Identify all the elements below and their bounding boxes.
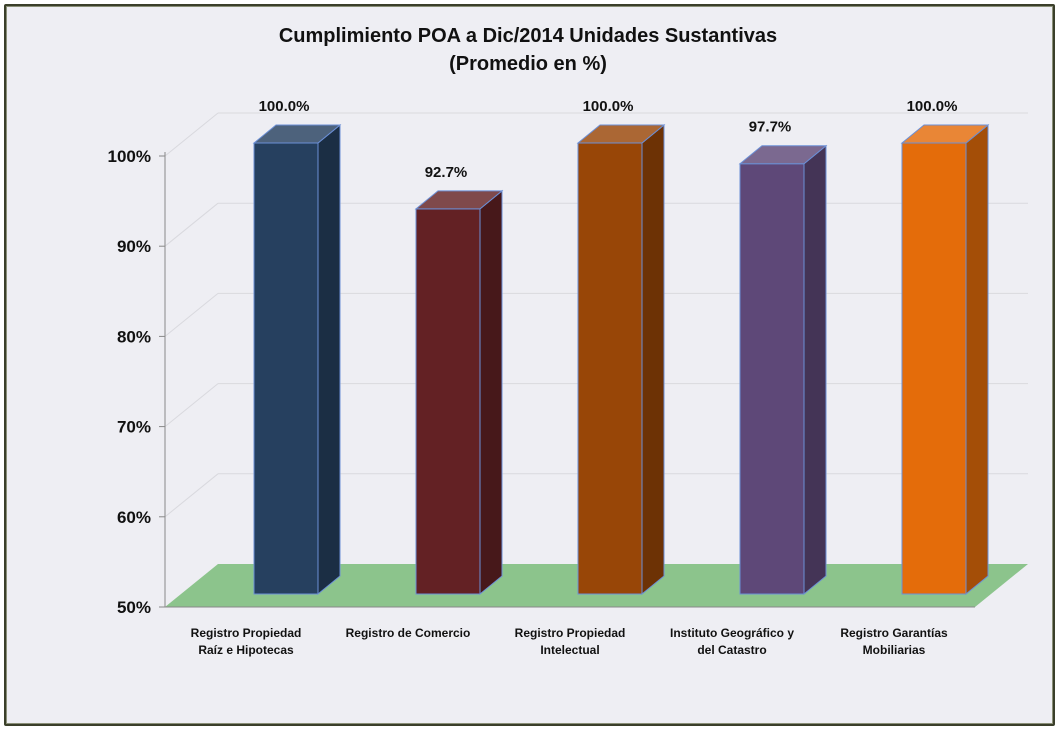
data-label: 100.0%: [583, 98, 634, 115]
y-tick-label: 90%: [117, 237, 151, 256]
bar-side: [965, 123, 989, 596]
gridline-depth: [164, 202, 219, 247]
y-tick-label: 100%: [108, 147, 151, 166]
y-tick-label: 80%: [117, 327, 151, 346]
y-tick-label: 70%: [117, 418, 151, 437]
bar: [414, 189, 504, 596]
y-tick-label: 50%: [117, 598, 151, 617]
bar: [900, 123, 990, 596]
bar-front: [739, 163, 805, 595]
bar-side: [641, 123, 665, 596]
bar-side: [317, 123, 341, 596]
x-tick-label: Intelectual: [540, 643, 599, 657]
data-label: 100.0%: [907, 98, 958, 115]
y-tick-label: 60%: [117, 508, 151, 527]
bar: [738, 144, 828, 596]
gridline-depth: [164, 473, 219, 518]
x-axis-labels: Registro Propiedad Raíz e Hipotecas Regist…: [191, 626, 948, 657]
bar-top: [576, 124, 666, 144]
chart-subtitle: (Promedio en %): [449, 53, 607, 75]
x-tick-label: Instituto Geográfico y: [670, 626, 794, 640]
bar-front: [577, 142, 643, 595]
bar-front: [415, 208, 481, 595]
bar-front: [901, 142, 967, 595]
bars: [252, 123, 990, 596]
bar: [252, 123, 342, 596]
bar-top: [900, 124, 990, 144]
chart-title: Cumplimiento POA a Dic/2014 Unidades Sus…: [279, 25, 777, 47]
bar-top: [414, 190, 504, 210]
bar-side: [479, 189, 503, 596]
x-tick-label: del Catastro: [697, 643, 766, 657]
gridline-depth: [164, 112, 219, 157]
gridline-depth: [164, 383, 219, 427]
bar-front: [253, 142, 319, 595]
bar-top: [252, 124, 342, 144]
x-tick-label: Registro de Comercio: [346, 626, 471, 640]
x-tick-label: Registro Garantías: [840, 626, 948, 640]
bar-top: [738, 145, 828, 165]
x-tick-label: Registro Propiedad: [191, 626, 302, 640]
bar: [576, 123, 666, 596]
x-tick-label: Mobiliarias: [863, 643, 926, 657]
data-label: 97.7%: [749, 119, 792, 136]
data-labels: 100.0% 92.7% 100.0% 97.7% 100.0%: [259, 98, 958, 181]
bar-side: [803, 144, 827, 596]
x-tick-label: Registro Propiedad: [515, 626, 626, 640]
gridline-depth: [164, 293, 219, 337]
data-label: 100.0%: [259, 98, 310, 115]
gridlines: [164, 112, 1028, 518]
y-axis: 50% 60% 70% 80% 90% 100%: [108, 147, 166, 617]
data-label: 92.7%: [425, 164, 468, 181]
x-tick-label: Raíz e Hipotecas: [198, 643, 294, 657]
